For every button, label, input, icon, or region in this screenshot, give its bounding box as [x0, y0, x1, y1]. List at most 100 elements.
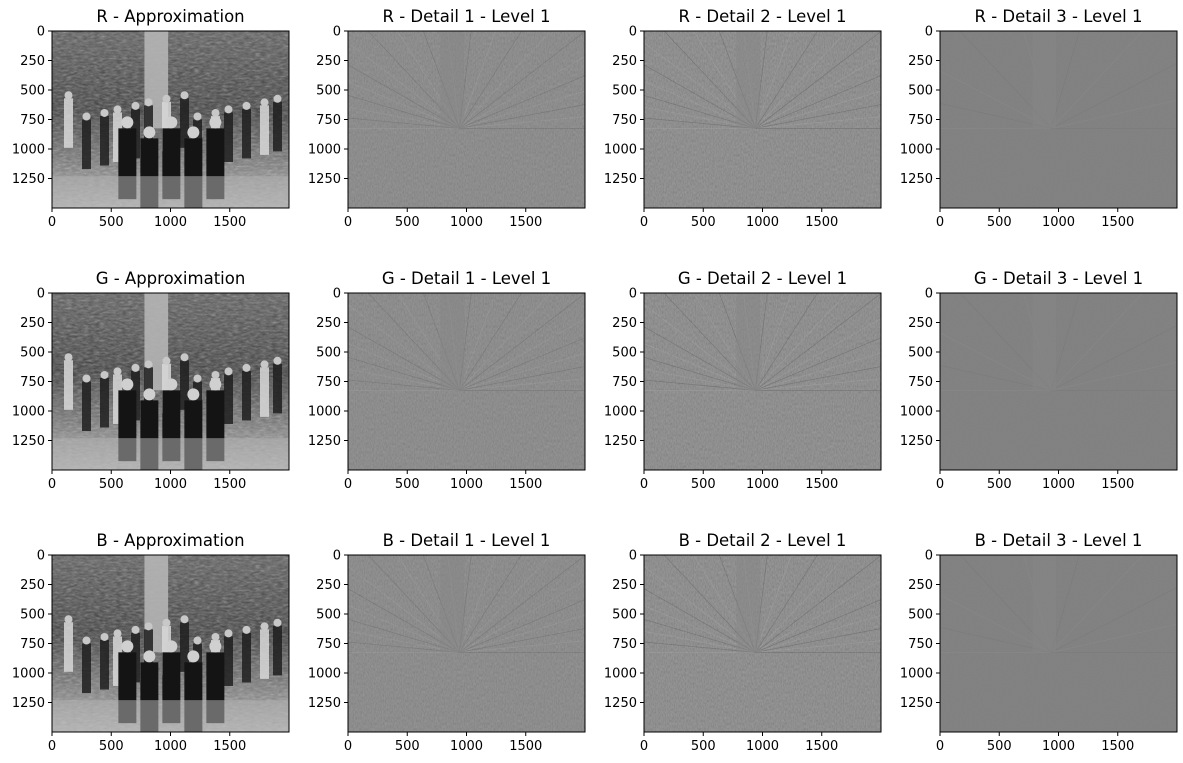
x-tick-label: 1000 [450, 477, 483, 492]
panels-layer: R - Approximation 0 500 1000 1500 0 250 500 750 1… [12, 7, 1178, 754]
x-tick-label: 1500 [509, 477, 542, 492]
y-tick-label: 750 [612, 637, 637, 652]
y-tick-label: 1250 [308, 172, 341, 187]
x-tick-label: 1500 [1101, 477, 1134, 492]
y-tick-label: 250 [316, 316, 341, 331]
y-tick-label: 0 [629, 25, 637, 40]
y-tick-label: 1250 [308, 434, 341, 449]
panel-title: B - Approximation [96, 531, 244, 550]
y-tick-label: 250 [908, 316, 933, 331]
x-tick-label: 0 [344, 739, 352, 754]
y-tick-label: 1000 [604, 667, 637, 682]
y-tick-label: 1250 [900, 696, 933, 711]
y-tick-label: 1000 [308, 667, 341, 682]
y-tick-label: 500 [316, 84, 341, 99]
x-tick-label: 500 [691, 477, 716, 492]
panel-title: G - Detail 3 - Level 1 [974, 269, 1143, 288]
y-tick-label: 1250 [604, 696, 637, 711]
panel-b-detail-2: B - Detail 2 - Level 1 0 500 1000 1500 0 250 50… [604, 531, 882, 754]
y-tick-label: 750 [612, 375, 637, 390]
panel-image [940, 555, 1177, 732]
y-tick-label: 0 [37, 549, 45, 564]
panel-r-detail-2: R - Detail 2 - Level 1 0 500 1000 1500 0 250 50… [604, 7, 882, 230]
panel-b-detail-1: B - Detail 1 - Level 1 0 500 1000 1500 0 250 50… [308, 531, 586, 754]
x-tick-label: 1500 [1101, 739, 1134, 754]
panel-image [940, 31, 1177, 208]
y-tick-label: 0 [333, 287, 341, 302]
y-tick-label: 1000 [12, 405, 45, 420]
panel-b-approximation: B - Approximation 0 500 1000 1500 0 250 500 750 1… [12, 531, 290, 754]
x-tick-label: 0 [936, 739, 944, 754]
panel-title: G - Detail 2 - Level 1 [678, 269, 847, 288]
panel-r-detail-3: R - Detail 3 - Level 1 0 500 1000 1500 0 250 50… [900, 7, 1178, 230]
x-tick-label: 1500 [805, 215, 838, 230]
y-tick-label: 250 [908, 578, 933, 593]
y-tick-label: 250 [316, 54, 341, 69]
y-tick-label: 500 [20, 346, 45, 361]
y-tick-label: 500 [612, 608, 637, 623]
x-tick-label: 0 [48, 739, 56, 754]
y-tick-label: 0 [925, 549, 933, 564]
panel-title: R - Detail 1 - Level 1 [383, 7, 551, 26]
y-tick-label: 0 [925, 25, 933, 40]
x-tick-label: 0 [48, 215, 56, 230]
x-tick-label: 0 [344, 477, 352, 492]
x-tick-label: 500 [987, 215, 1012, 230]
panel-title: B - Detail 2 - Level 1 [679, 531, 847, 550]
y-tick-label: 0 [37, 25, 45, 40]
y-tick-label: 500 [316, 608, 341, 623]
y-tick-label: 1000 [900, 667, 933, 682]
x-tick-label: 1500 [509, 215, 542, 230]
x-tick-label: 500 [987, 477, 1012, 492]
y-tick-label: 750 [908, 113, 933, 128]
y-tick-label: 0 [925, 287, 933, 302]
x-tick-label: 500 [691, 215, 716, 230]
panel-title: G - Detail 1 - Level 1 [382, 269, 551, 288]
panel-image [348, 31, 585, 208]
x-tick-label: 1500 [213, 477, 246, 492]
x-tick-label: 0 [640, 477, 648, 492]
x-tick-label: 0 [48, 477, 56, 492]
y-tick-label: 1000 [604, 405, 637, 420]
panel-title: R - Detail 2 - Level 1 [679, 7, 847, 26]
x-tick-label: 500 [395, 477, 420, 492]
panel-g-detail-3: G - Detail 3 - Level 1 0 500 1000 1500 0 250 50… [900, 269, 1178, 492]
y-tick-label: 750 [316, 375, 341, 390]
y-tick-label: 500 [316, 346, 341, 361]
x-tick-label: 1000 [154, 215, 187, 230]
y-tick-label: 500 [908, 346, 933, 361]
x-tick-label: 1500 [805, 477, 838, 492]
y-tick-label: 250 [612, 316, 637, 331]
x-tick-label: 500 [395, 739, 420, 754]
y-tick-label: 1250 [604, 172, 637, 187]
panel-r-detail-1: R - Detail 1 - Level 1 0 500 1000 1500 0 250 50… [308, 7, 586, 230]
y-tick-label: 500 [20, 608, 45, 623]
y-tick-label: 1000 [12, 143, 45, 158]
x-tick-label: 500 [987, 739, 1012, 754]
y-tick-label: 1000 [308, 143, 341, 158]
panel-g-detail-1: G - Detail 1 - Level 1 0 500 1000 1500 0 250 50… [308, 269, 586, 492]
panel-title: R - Approximation [96, 7, 244, 26]
y-tick-label: 500 [908, 608, 933, 623]
y-tick-label: 0 [333, 549, 341, 564]
y-tick-label: 250 [908, 54, 933, 69]
y-tick-label: 1000 [900, 143, 933, 158]
y-tick-label: 0 [629, 287, 637, 302]
panel-image [348, 555, 585, 732]
panel-b-detail-3: B - Detail 3 - Level 1 0 500 1000 1500 0 250 50… [900, 531, 1178, 754]
panel-title: G - Approximation [96, 269, 246, 288]
panel-image [644, 293, 881, 470]
y-tick-label: 0 [333, 25, 341, 40]
panel-g-approximation: G - Approximation 0 500 1000 1500 0 250 500 750 1… [12, 269, 290, 492]
panel-title: R - Detail 3 - Level 1 [975, 7, 1143, 26]
x-tick-label: 1000 [450, 215, 483, 230]
panel-image [52, 293, 289, 470]
x-tick-label: 0 [936, 477, 944, 492]
panel-title: B - Detail 3 - Level 1 [975, 531, 1143, 550]
y-tick-label: 250 [20, 316, 45, 331]
panel-image [52, 555, 289, 732]
x-tick-label: 500 [691, 739, 716, 754]
x-tick-label: 1500 [509, 739, 542, 754]
x-tick-label: 500 [99, 739, 124, 754]
x-tick-label: 500 [99, 477, 124, 492]
